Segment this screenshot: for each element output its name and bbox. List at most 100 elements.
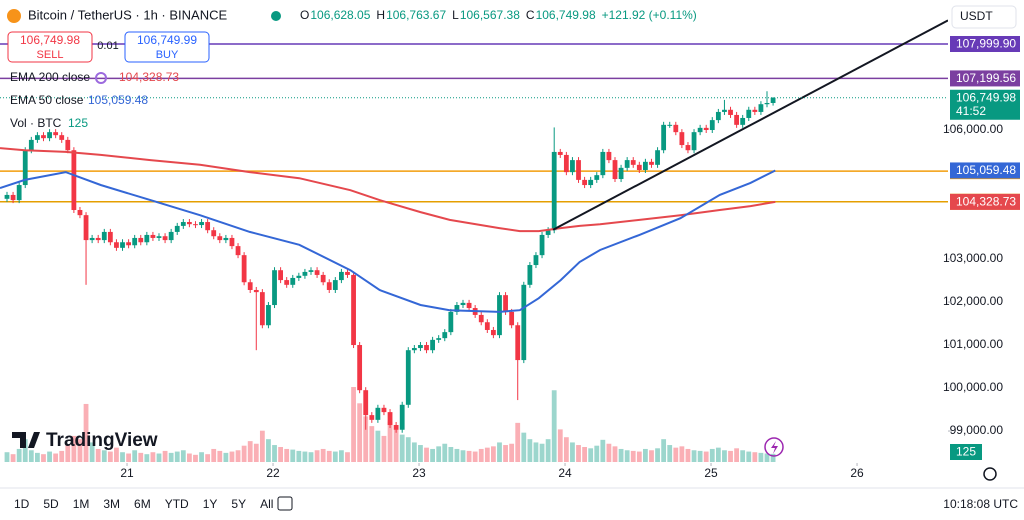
volume-bar: [582, 447, 587, 462]
volume-bar: [545, 439, 551, 462]
candle-body: [296, 275, 302, 278]
candle-body: [667, 124, 673, 126]
volume-bar: [47, 451, 52, 462]
volume-bar: [332, 451, 338, 462]
sell-button[interactable]: [7, 31, 93, 63]
candle-body: [59, 135, 65, 140]
candle-body: [174, 225, 180, 232]
candle-body: [138, 237, 144, 243]
volume-bar: [557, 429, 563, 462]
candle-body: [393, 425, 399, 430]
candle-body: [399, 404, 405, 430]
volume-bar: [10, 454, 16, 462]
candle-body: [259, 292, 265, 326]
volume-bar: [478, 448, 484, 462]
buy-label[interactable]: BUY: [156, 49, 179, 61]
timeframe-button[interactable]: YTD: [165, 497, 189, 511]
candle-body: [764, 102, 770, 105]
volume-bar: [697, 450, 703, 462]
timeframe-button[interactable]: 1D: [14, 497, 30, 511]
volume-bar: [466, 450, 472, 462]
timeframe-button[interactable]: 5D: [43, 497, 59, 511]
legend-value: 125: [68, 116, 88, 130]
candle-body: [266, 305, 271, 326]
sell-price[interactable]: 106,749.98: [20, 33, 80, 47]
y-tick-label: 99,000.00: [950, 423, 1004, 437]
volume-bar: [381, 435, 387, 462]
buy-price[interactable]: 106,749.99: [137, 33, 197, 47]
candle-body: [180, 222, 186, 226]
volume-bar: [570, 442, 575, 462]
volume-bar: [187, 453, 192, 462]
timeframe-button[interactable]: All: [260, 497, 273, 511]
volume-bar: [643, 448, 648, 462]
settings-icon[interactable]: [983, 467, 997, 481]
visibility-icon[interactable]: [95, 72, 107, 84]
volume-bar: [612, 446, 618, 462]
candle-body: [339, 271, 344, 281]
level-tag: 107,199.56: [956, 71, 1016, 85]
candle-body: [497, 295, 502, 336]
currency-button[interactable]: [951, 5, 1017, 29]
volume-tag: 125: [956, 445, 976, 459]
volume-bar: [168, 452, 174, 462]
timeframe-button[interactable]: 3M: [103, 497, 120, 511]
candle-body: [418, 345, 423, 349]
candle-body: [594, 175, 600, 180]
volume-bar: [120, 452, 125, 462]
legend-name: EMA 200 close: [10, 70, 90, 84]
volume-bar: [618, 448, 624, 462]
candle-body: [576, 160, 581, 180]
calendar-icon[interactable]: [277, 496, 293, 511]
candle-body: [53, 132, 59, 136]
candle-body: [223, 237, 229, 241]
volume-bar: [734, 448, 739, 462]
sell-label[interactable]: SELL: [37, 49, 64, 61]
volume-bar: [594, 445, 600, 462]
candle-body: [326, 282, 332, 290]
volume-bar: [515, 422, 521, 462]
y-tick-label: 106,000.00: [943, 122, 1003, 136]
candle-body: [217, 236, 223, 241]
candle-body: [649, 161, 654, 165]
timeframe-button[interactable]: 1Y: [203, 497, 218, 511]
candle-body: [28, 139, 34, 151]
timeframe-button[interactable]: 6M: [134, 497, 151, 511]
candle-body: [272, 270, 277, 306]
volume-bar: [235, 450, 241, 462]
volume-bar: [241, 445, 247, 462]
volume-bar: [229, 451, 235, 462]
level-tag-bg: [950, 35, 1020, 52]
x-tick-label: 23: [412, 466, 426, 480]
trend-line: [552, 19, 948, 231]
timeframe-button[interactable]: 5Y: [231, 497, 246, 511]
ohlc-value: 106,763.67: [386, 8, 446, 22]
candle-body: [460, 302, 466, 306]
candle-body: [758, 104, 764, 112]
volume-bar: [314, 450, 320, 462]
ohlc-key: L: [452, 8, 459, 22]
candle-body: [357, 345, 363, 391]
candle-body: [643, 161, 648, 170]
candle-body: [442, 332, 448, 339]
volume-bar: [503, 445, 508, 462]
candle-body: [369, 415, 375, 420]
candle-body: [363, 390, 369, 416]
volume-bar: [290, 449, 296, 462]
ohlc-value: 106,567.38: [460, 8, 520, 22]
candle-body: [424, 345, 429, 351]
candle-body: [120, 242, 125, 248]
volume-bar: [35, 452, 40, 462]
buy-button[interactable]: [124, 31, 210, 63]
volume-bar: [28, 450, 34, 462]
candle-body: [521, 284, 527, 361]
volume-bar: [576, 445, 581, 462]
currency[interactable]: USDT: [960, 9, 993, 23]
timeframe-button[interactable]: 1M: [73, 497, 90, 511]
candle-body: [332, 280, 338, 290]
candle-body: [752, 109, 758, 112]
x-tick-label: 22: [266, 466, 280, 480]
alert-icon[interactable]: [764, 437, 784, 457]
candle-body: [606, 151, 612, 161]
volume-bar: [89, 442, 95, 462]
